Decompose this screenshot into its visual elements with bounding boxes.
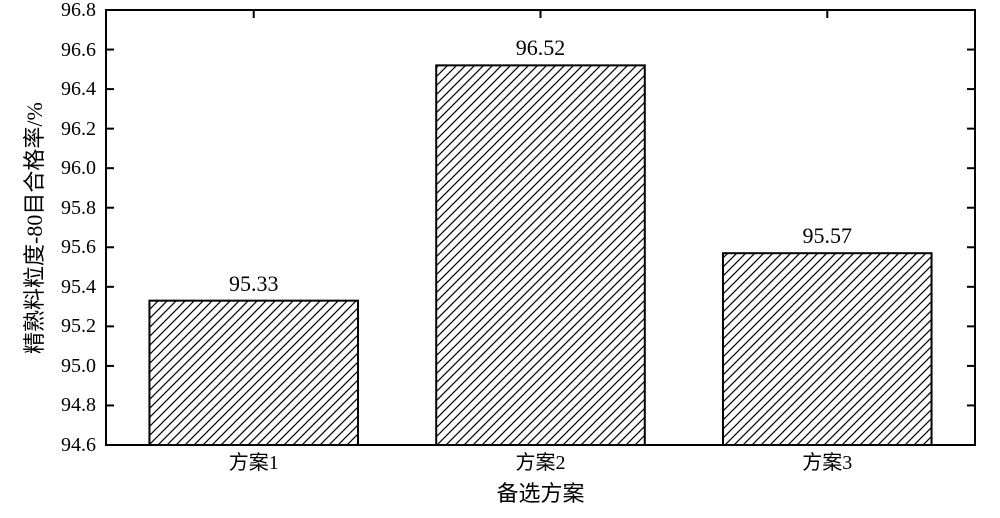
x-tick-label: 方案3 [747,453,907,473]
y-tick-label: 96.8 [61,0,96,20]
bar [436,65,645,445]
x-tick-label: 方案2 [461,453,621,473]
chart-svg [0,0,1000,518]
bar [149,301,358,445]
x-axis-label: 备选方案 [441,483,641,505]
y-tick-label: 94.6 [61,435,96,455]
bar [723,253,932,445]
bar-value-label: 95.57 [747,223,907,249]
bar-value-label: 95.33 [174,271,334,297]
y-tick-label: 96.6 [61,40,96,60]
y-axis-label: 精熟料粒度-80目合格率/% [24,102,46,354]
y-tick-label: 95.8 [61,198,96,218]
bar-value-label: 96.52 [461,35,621,61]
chart-container: 94.6 94.8 95.0 95.2 95.4 95.6 95.8 96.0 96.2 96.4… [0,0,1000,518]
y-tick-label: 95.0 [61,356,96,376]
y-tick-label: 96.2 [61,119,96,139]
x-tick-label: 方案1 [174,453,334,473]
y-tick-label: 95.4 [61,277,96,297]
y-tick-label: 95.2 [61,316,96,336]
y-tick-label: 96.4 [61,79,96,99]
y-tick-label: 95.6 [61,237,96,257]
y-tick-label: 94.8 [61,395,96,415]
y-tick-label: 96.0 [61,158,96,178]
